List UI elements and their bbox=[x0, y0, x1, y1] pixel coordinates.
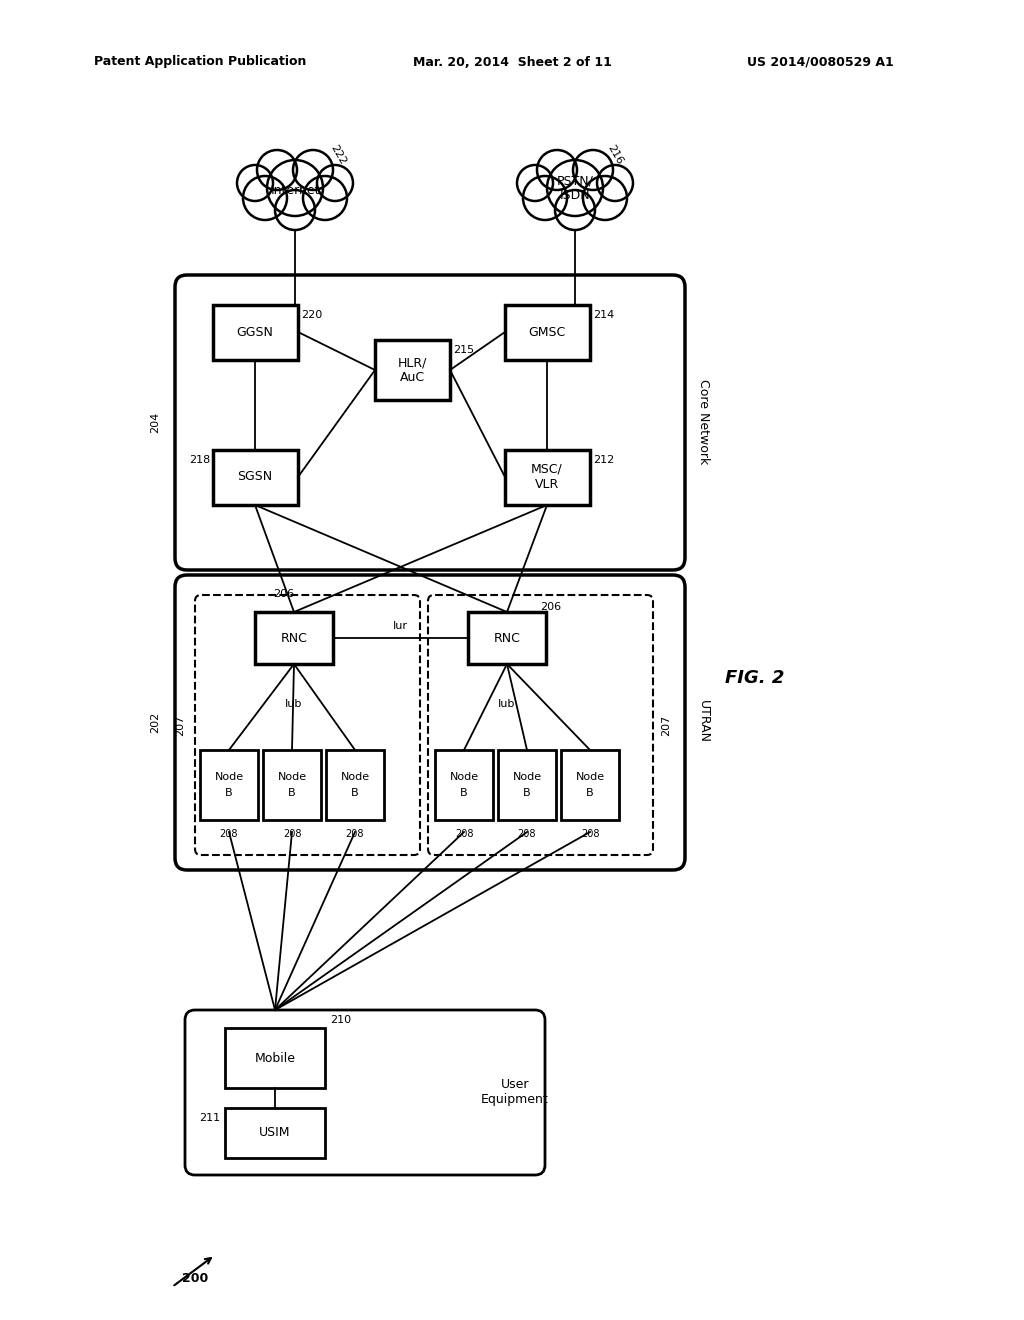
Text: 204: 204 bbox=[150, 412, 160, 433]
Text: Iub: Iub bbox=[499, 700, 516, 709]
Text: Mobile: Mobile bbox=[255, 1052, 296, 1064]
Text: Node: Node bbox=[512, 772, 542, 781]
Text: 206: 206 bbox=[273, 589, 295, 599]
Text: 200: 200 bbox=[182, 1271, 208, 1284]
FancyBboxPatch shape bbox=[175, 275, 685, 570]
Circle shape bbox=[555, 190, 595, 230]
FancyBboxPatch shape bbox=[175, 576, 685, 870]
Text: 220: 220 bbox=[301, 310, 323, 319]
Text: US 2014/0080529 A1: US 2014/0080529 A1 bbox=[746, 55, 893, 69]
FancyBboxPatch shape bbox=[185, 1010, 545, 1175]
Circle shape bbox=[275, 190, 315, 230]
FancyBboxPatch shape bbox=[255, 612, 333, 664]
Text: Internet: Internet bbox=[270, 183, 319, 197]
FancyBboxPatch shape bbox=[263, 750, 321, 820]
Circle shape bbox=[597, 165, 633, 201]
Text: PSTN/
ISDN: PSTN/ ISDN bbox=[557, 174, 594, 202]
Text: SGSN: SGSN bbox=[238, 470, 272, 483]
Circle shape bbox=[317, 165, 353, 201]
Text: User
Equipment: User Equipment bbox=[481, 1078, 549, 1106]
FancyBboxPatch shape bbox=[505, 305, 590, 360]
FancyBboxPatch shape bbox=[225, 1107, 325, 1158]
Text: Mar. 20, 2014  Sheet 2 of 11: Mar. 20, 2014 Sheet 2 of 11 bbox=[413, 55, 611, 69]
Circle shape bbox=[583, 176, 627, 220]
FancyBboxPatch shape bbox=[213, 305, 298, 360]
Circle shape bbox=[523, 176, 567, 220]
FancyBboxPatch shape bbox=[225, 1028, 325, 1088]
Text: Iub: Iub bbox=[286, 700, 303, 709]
Text: HLR/
AuC: HLR/ AuC bbox=[397, 356, 427, 384]
FancyBboxPatch shape bbox=[375, 341, 450, 400]
FancyBboxPatch shape bbox=[435, 750, 493, 820]
Circle shape bbox=[303, 176, 347, 220]
Text: 215: 215 bbox=[453, 345, 474, 355]
Text: GGSN: GGSN bbox=[237, 326, 273, 338]
Circle shape bbox=[237, 165, 273, 201]
Text: 218: 218 bbox=[188, 455, 210, 465]
Text: FIG. 2: FIG. 2 bbox=[725, 669, 784, 686]
Text: 202: 202 bbox=[150, 711, 160, 733]
FancyBboxPatch shape bbox=[195, 595, 420, 855]
Text: 207: 207 bbox=[175, 714, 185, 735]
Text: 222: 222 bbox=[328, 144, 347, 166]
Text: B: B bbox=[586, 788, 594, 799]
Text: USIM: USIM bbox=[259, 1126, 291, 1139]
Text: B: B bbox=[225, 788, 232, 799]
Circle shape bbox=[573, 150, 613, 190]
Circle shape bbox=[517, 165, 553, 201]
Text: Core Network: Core Network bbox=[696, 379, 710, 465]
Text: Node: Node bbox=[214, 772, 244, 781]
Circle shape bbox=[257, 150, 297, 190]
FancyBboxPatch shape bbox=[468, 612, 546, 664]
Text: 206: 206 bbox=[541, 602, 561, 612]
Text: 208: 208 bbox=[581, 829, 599, 840]
Text: 208: 208 bbox=[518, 829, 537, 840]
Text: MSC/
VLR: MSC/ VLR bbox=[531, 463, 563, 491]
FancyBboxPatch shape bbox=[505, 450, 590, 506]
Text: Node: Node bbox=[340, 772, 370, 781]
Text: 207: 207 bbox=[662, 714, 671, 735]
Text: RNC: RNC bbox=[494, 631, 520, 644]
Text: 214: 214 bbox=[593, 310, 614, 319]
Circle shape bbox=[267, 160, 323, 216]
Text: Node: Node bbox=[575, 772, 604, 781]
Text: 208: 208 bbox=[455, 829, 473, 840]
FancyBboxPatch shape bbox=[200, 750, 258, 820]
Text: 208: 208 bbox=[346, 829, 365, 840]
Text: B: B bbox=[460, 788, 468, 799]
Text: B: B bbox=[351, 788, 358, 799]
FancyBboxPatch shape bbox=[213, 450, 298, 506]
Text: Node: Node bbox=[278, 772, 306, 781]
Circle shape bbox=[243, 176, 287, 220]
Text: 210: 210 bbox=[330, 1015, 351, 1026]
FancyBboxPatch shape bbox=[498, 750, 556, 820]
Text: 212: 212 bbox=[593, 455, 614, 465]
Circle shape bbox=[547, 160, 603, 216]
Circle shape bbox=[537, 150, 577, 190]
Text: 208: 208 bbox=[283, 829, 301, 840]
Text: GMSC: GMSC bbox=[528, 326, 565, 338]
Text: 211: 211 bbox=[199, 1113, 220, 1123]
Text: B: B bbox=[288, 788, 296, 799]
Text: Node: Node bbox=[450, 772, 478, 781]
Circle shape bbox=[293, 150, 333, 190]
Text: 216: 216 bbox=[605, 144, 625, 166]
Text: Iur: Iur bbox=[392, 620, 408, 631]
Text: UTRAN: UTRAN bbox=[696, 701, 710, 743]
Text: 208: 208 bbox=[220, 829, 239, 840]
Text: RNC: RNC bbox=[281, 631, 307, 644]
Text: Patent Application Publication: Patent Application Publication bbox=[94, 55, 306, 69]
FancyBboxPatch shape bbox=[326, 750, 384, 820]
Text: B: B bbox=[523, 788, 530, 799]
FancyBboxPatch shape bbox=[428, 595, 653, 855]
FancyBboxPatch shape bbox=[561, 750, 618, 820]
